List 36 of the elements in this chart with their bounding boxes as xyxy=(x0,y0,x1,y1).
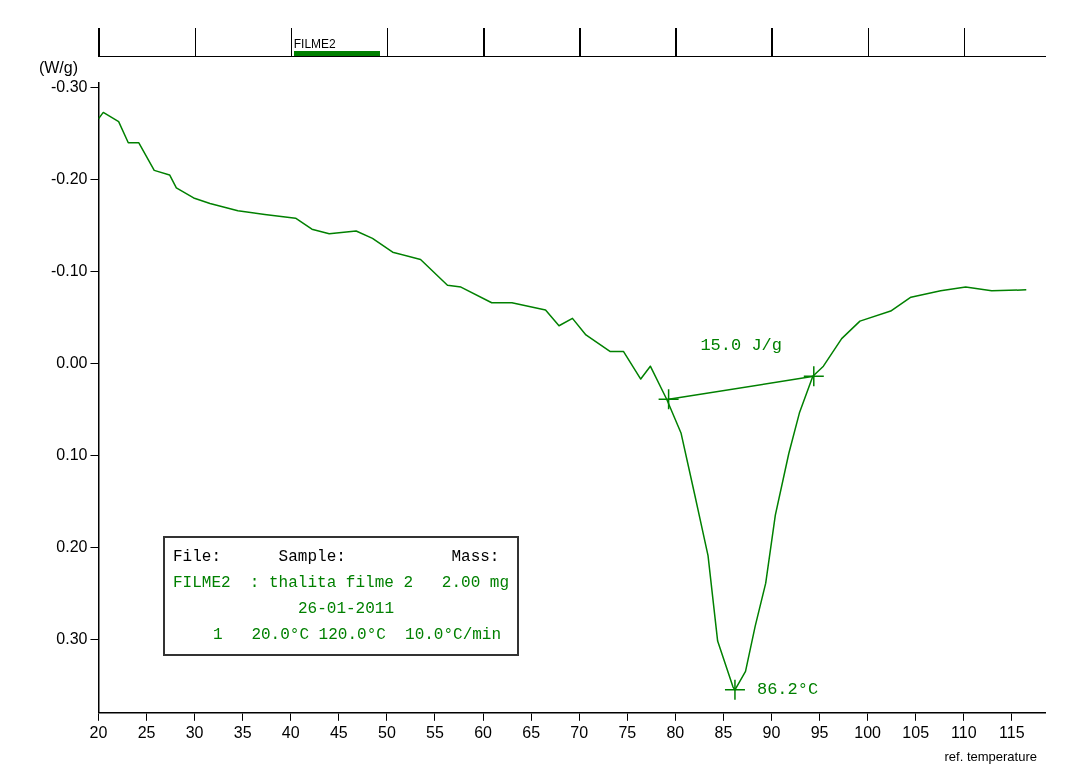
x-tick-label: 25 xyxy=(137,723,156,741)
x-tick-label: 50 xyxy=(378,723,396,741)
x-tick-label: 85 xyxy=(714,723,733,741)
time-ruler: FILME2 xyxy=(98,28,1046,57)
x-tick-label: 80 xyxy=(666,723,685,741)
annotation: 1 20.0°C 120.0°C 10.0°C/min xyxy=(212,625,503,646)
x-tick-label: 115 xyxy=(999,723,1025,741)
x-tick-label: 65 xyxy=(522,723,541,741)
x-tick-label: 35 xyxy=(233,723,252,741)
y-tick-label: 0.00 xyxy=(56,353,88,371)
x-axis-title: ref. temperature xyxy=(944,749,1037,765)
annotation: FILME2 : thalita filme 2 2.00 mg xyxy=(173,573,510,594)
x-tick-label: 95 xyxy=(810,723,829,741)
annotation: 86.2°C xyxy=(756,680,819,700)
x-tick-label: 40 xyxy=(281,723,300,741)
annotation: File: Sample: Mass: xyxy=(173,547,501,568)
annotation: 26-01-2011 xyxy=(297,599,395,620)
x-tick-label: 55 xyxy=(426,723,444,741)
y-tick-label: 0.20 xyxy=(56,537,88,555)
x-tick-label: 30 xyxy=(185,723,204,741)
annotation: 15.0 J/g xyxy=(700,336,783,356)
y-tick-label: 0.10 xyxy=(56,445,88,463)
x-tick-label: 45 xyxy=(329,723,348,741)
x-tick-label: 60 xyxy=(474,723,493,741)
x-tick-label: 105 xyxy=(902,723,930,741)
y-axis-title: (W/g) xyxy=(38,59,79,77)
y-tick-label: 0.30 xyxy=(56,629,88,647)
x-tick-label: 100 xyxy=(854,723,882,741)
x-tick-label: 90 xyxy=(762,723,781,741)
x-tick-label: 20 xyxy=(89,723,108,741)
x-tick-label: 70 xyxy=(570,723,589,741)
y-tick-label: -0.10 xyxy=(51,261,88,279)
y-tick-label: -0.20 xyxy=(51,169,88,187)
x-tick-label: 110 xyxy=(951,723,977,741)
y-tick-label: -0.30 xyxy=(51,78,88,95)
x-tick-label: 75 xyxy=(618,723,637,741)
